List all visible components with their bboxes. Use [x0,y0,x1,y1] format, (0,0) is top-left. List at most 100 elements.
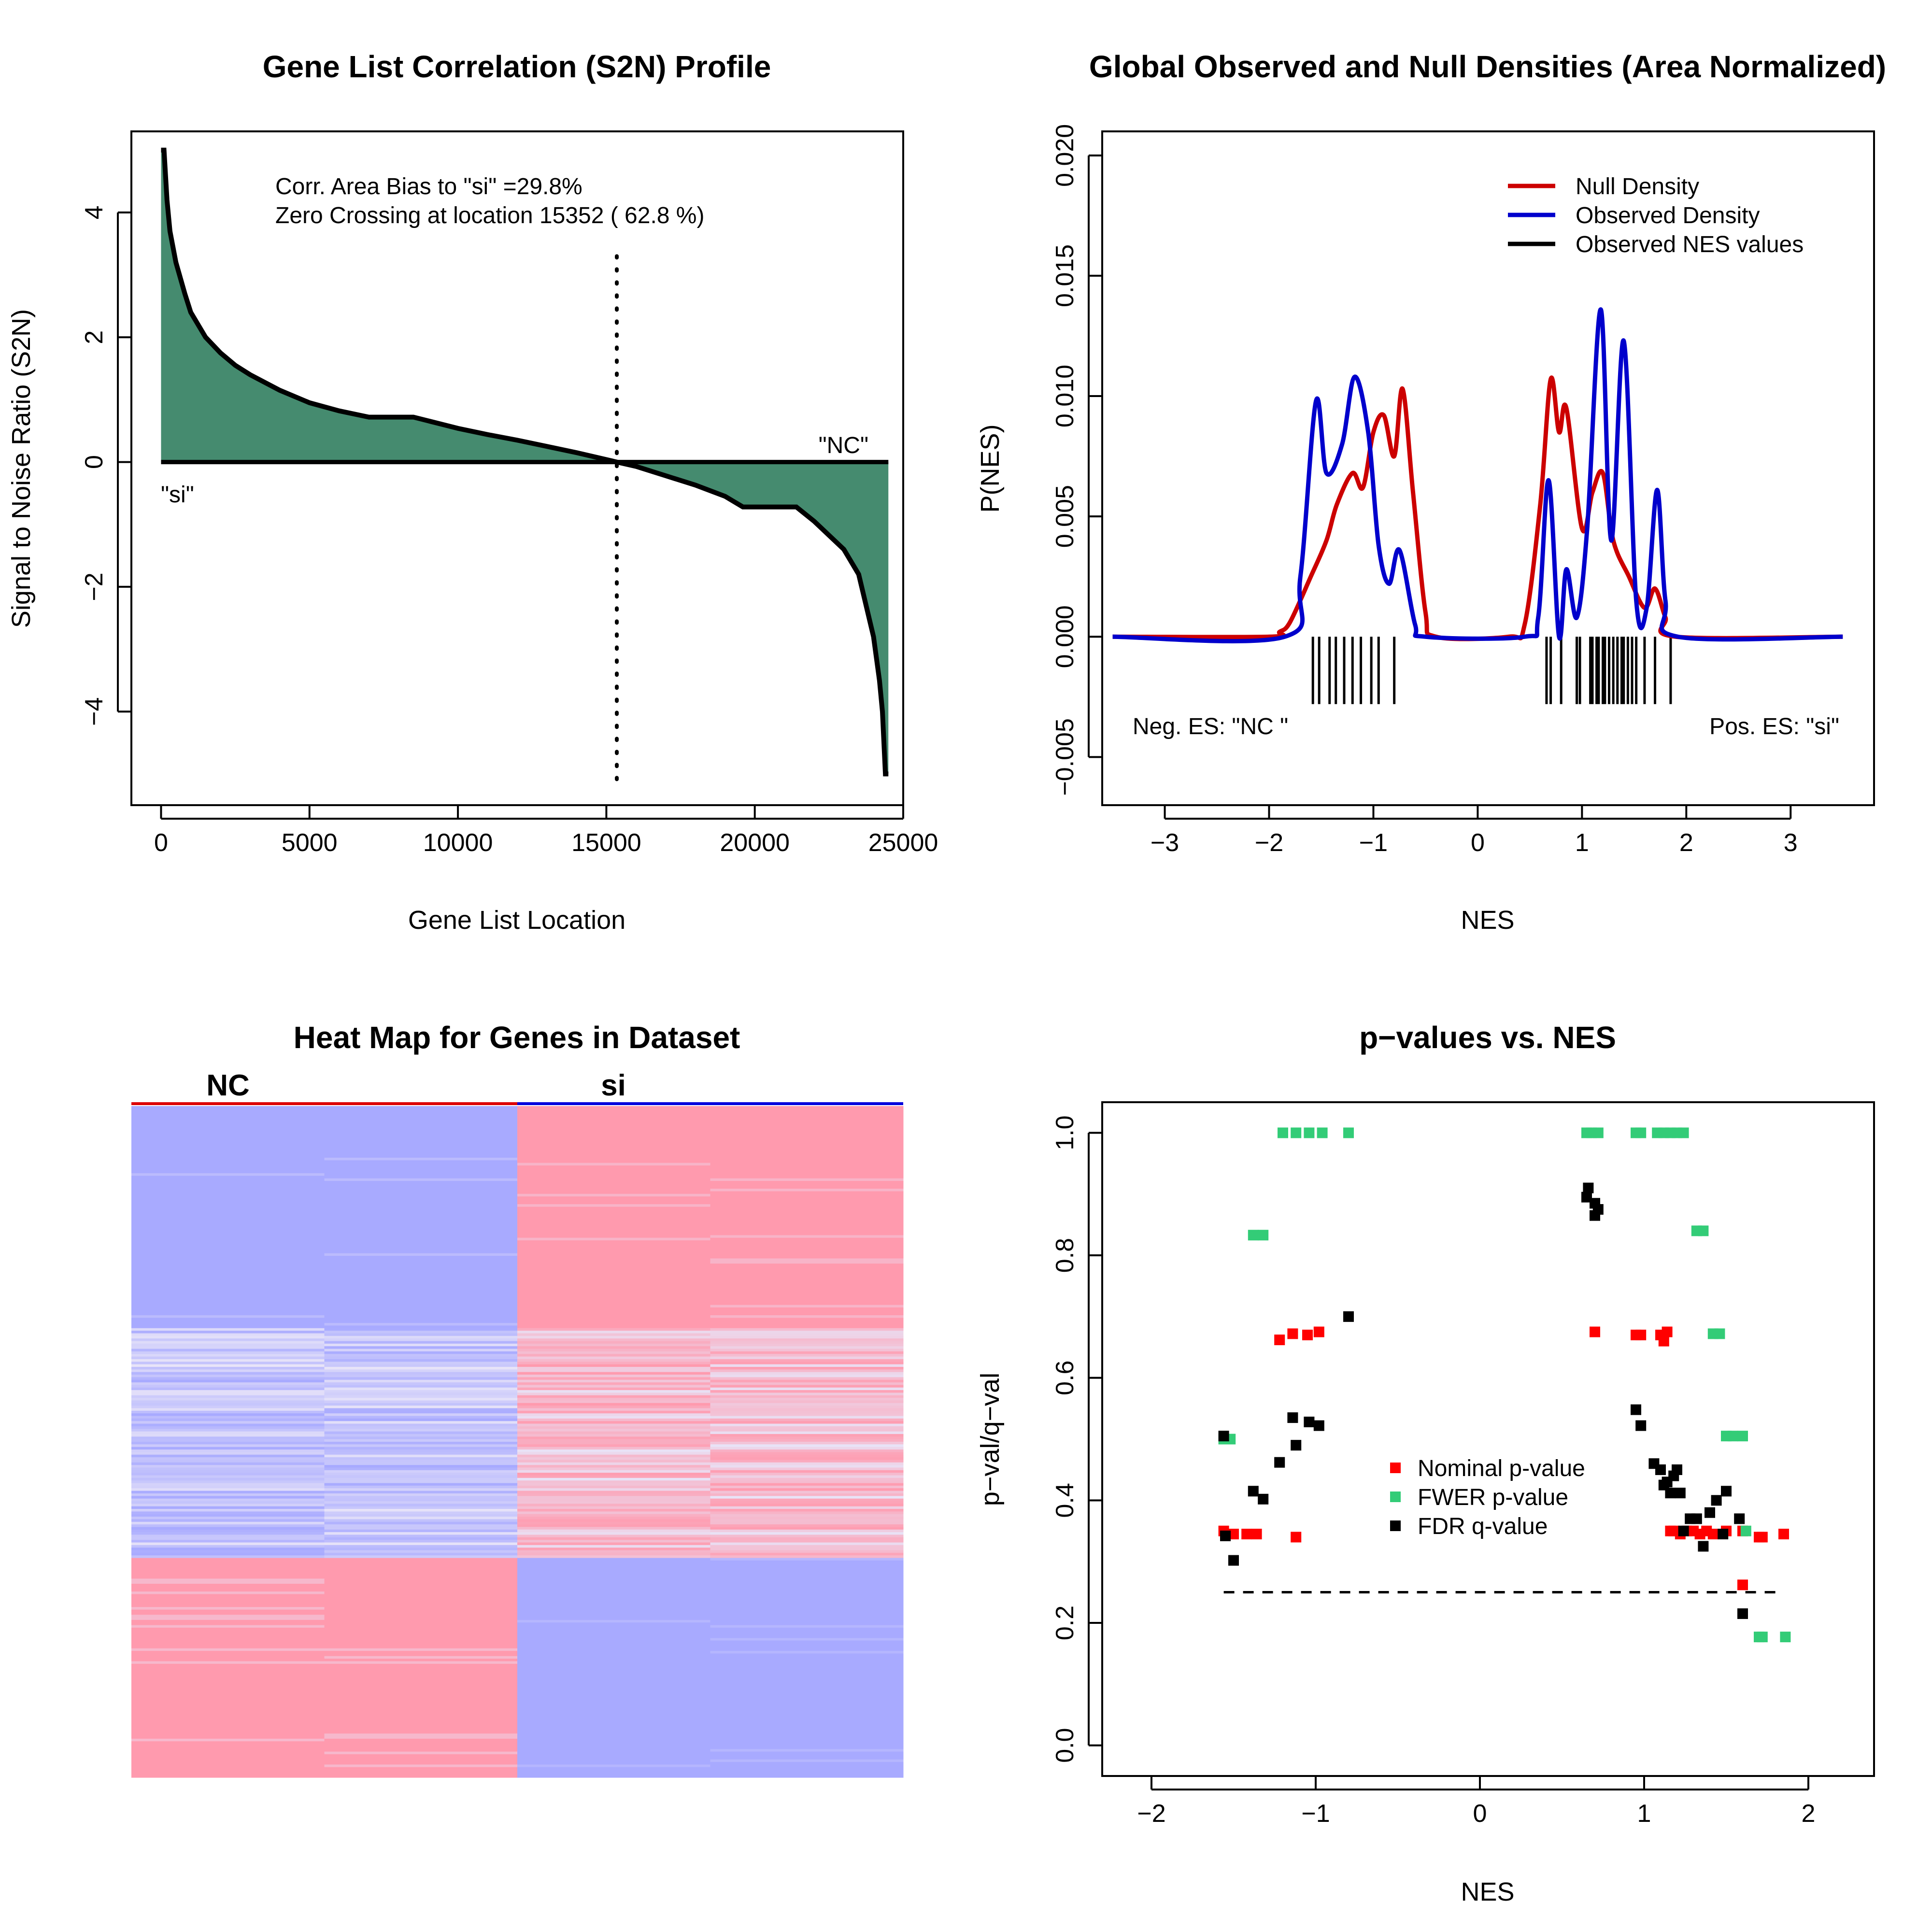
heatmap-cell [324,1356,518,1360]
heatmap-cell [710,1157,904,1161]
legend-fwer-label: FWER p-value [1418,1485,1568,1510]
heatmap-cell [517,1139,710,1143]
heatmap-cell [710,1212,904,1215]
heatmap-cell [710,1305,904,1308]
heatmap-cell [710,1429,904,1432]
heatmap-cell [710,1243,904,1246]
heatmap-cell [131,1565,325,1569]
0-x-tick-label: 5000 [282,829,338,857]
heatmap-cell [324,1189,518,1192]
heatmap-cell [324,1292,518,1295]
heatmap-cell [517,1638,710,1641]
heatmap-cell [710,1237,904,1241]
heatmap-cell [517,1137,710,1140]
heatmap-cell [131,1137,325,1140]
heatmap-cell [131,1232,325,1236]
heatmap-cell [517,1152,710,1156]
heatmap-cell [517,1511,710,1515]
0-x-tick-label: 20000 [720,829,790,857]
heatmap-cell [710,1266,904,1269]
heatmap-cell [324,1268,518,1272]
1-x-tick-label: −1 [1359,829,1388,857]
heatmap-cell [324,1387,518,1391]
heatmap-cell [517,1565,710,1569]
heatmap-cell [131,1403,325,1406]
heatmap-cell [710,1480,904,1484]
heatmap-cell [710,1491,904,1494]
heatmap-cell [517,1625,710,1628]
heatmap-cell [324,1434,518,1437]
heatmap-cell [324,1679,518,1682]
heatmap-cell [324,1362,518,1365]
heatmap-cell [131,1442,325,1445]
heatmap-cell [517,1723,710,1726]
heatmap-cell [324,1506,518,1509]
heatmap-cell [710,1349,904,1352]
heatmap-cell [710,1183,904,1187]
heatmap-cell [710,1666,904,1670]
nominal-p-point [1302,1329,1313,1340]
fwer-p-point [1291,1127,1302,1138]
1-x-tick-label: 2 [1679,829,1693,857]
heatmap-cell [710,1173,904,1176]
heatmap-cell [710,1284,904,1287]
nominal-p-point [1590,1326,1600,1337]
heatmap-cell [324,1333,518,1336]
heatmap-cell [131,1733,325,1737]
heatmap-cell [131,1320,325,1323]
heatmap-cell [131,1511,325,1515]
heatmap-cell [131,1638,325,1641]
fwer-p-point [1714,1328,1725,1339]
heatmap-cell [517,1418,710,1421]
heatmap-cell [710,1292,904,1295]
heatmap-cell [131,1421,325,1424]
heatmap-cell [710,1749,904,1752]
heatmap-cell [324,1343,518,1347]
heatmap-cell [324,1581,518,1584]
heatmap-cell [517,1240,710,1243]
heatmap-cell [710,1240,904,1243]
heatmap-cell [131,1690,325,1693]
heatmap-cell [131,1108,325,1112]
heatmap-cell [517,1581,710,1584]
heatmap-cell [131,1563,325,1566]
heatmap-cell [131,1604,325,1607]
1-y-tick-label: 0.010 [1051,365,1079,427]
heatmap-cell [324,1390,518,1393]
fwer-p-point [1698,1225,1709,1236]
heatmap-cell [131,1111,325,1114]
heatmap-cell [324,1310,518,1313]
heatmap-cell [131,1274,325,1277]
heatmap-cell [324,1625,518,1628]
heatmap-cell [517,1312,710,1316]
heatmap-cell [131,1217,325,1220]
heatmap-cell [324,1155,518,1158]
heatmap-cell [131,1498,325,1502]
heatmap-cell [710,1436,904,1440]
heatmap-cell [517,1124,710,1127]
heatmap-cell [517,1630,710,1634]
s2n-plot-frame [130,130,904,806]
heatmap-cell [710,1150,904,1153]
heatmap-cell [517,1578,710,1582]
heatmap-cell [517,1181,710,1184]
heatmap-cell [517,1640,710,1644]
heatmap-cell [710,1248,904,1251]
heatmap-cell [710,1294,904,1298]
1-x-tick-label: 0 [1471,829,1485,857]
heatmap-cell [324,1111,518,1114]
heatmap-cell [324,1264,518,1267]
heatmap-cell [131,1325,325,1329]
heatmap-cell [517,1114,710,1117]
heatmap-cell [710,1168,904,1171]
heatmap-cell [517,1759,710,1762]
heatmap-cell [131,1349,325,1352]
heatmap-cell [324,1690,518,1693]
heatmap-cell [324,1248,518,1251]
heatmap-cell [131,1517,325,1520]
heatmap-cell [517,1106,710,1109]
observed-nes-rug [1311,637,1672,704]
heatmap-cell [131,1224,325,1228]
heatmap-cell [324,1591,518,1595]
heatmap-cell [517,1421,710,1424]
